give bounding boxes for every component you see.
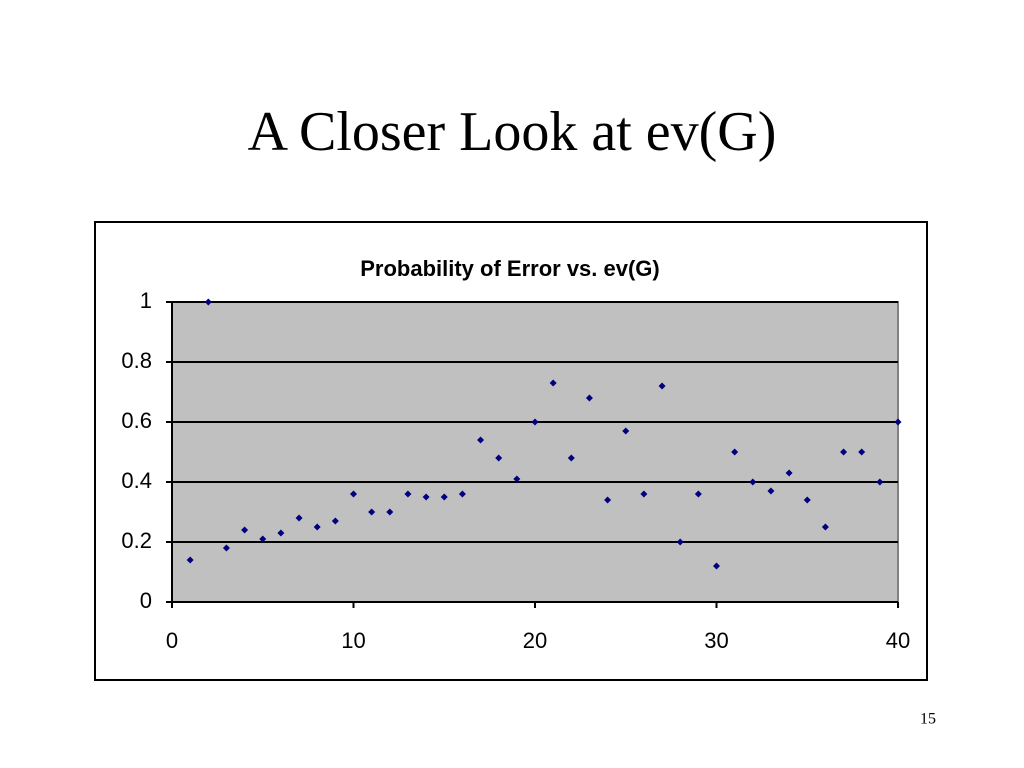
x-tick-label: 10 [341,628,365,653]
point [840,448,848,456]
y-tick-label: 0.6 [121,408,152,433]
point [313,523,321,531]
point [694,490,702,498]
point [549,379,557,387]
x-tick-label: 40 [886,628,910,653]
point [531,418,539,426]
plot-area [171,301,899,603]
point [331,517,339,525]
point [477,436,485,444]
point [458,490,466,498]
point [204,298,212,306]
point [894,418,902,426]
point [658,382,666,390]
point [404,490,412,498]
slide-title: A Closer Look at ev(G) [248,101,777,163]
point [222,544,230,552]
point [241,526,249,534]
point [567,454,575,462]
page-number: 15 [920,711,936,728]
point [186,556,194,564]
point [495,454,503,462]
x-tick-label: 20 [523,628,547,653]
point [513,475,521,483]
point [259,535,267,543]
point [422,493,430,501]
point [713,562,720,570]
point [640,490,648,498]
point [440,493,448,501]
point [821,523,829,531]
point [585,394,593,402]
point [368,508,376,516]
point [858,448,866,456]
point [676,538,684,546]
y-tick-label: 0.8 [121,348,152,373]
point [386,508,394,516]
point [876,478,884,486]
chart-title: Probability of Error vs. ev(G) [360,256,660,281]
x-tick-label: 30 [704,628,728,653]
x-tick-label: 0 [166,628,178,653]
point [622,427,630,435]
point [295,514,303,522]
y-tick-label: 0.4 [121,468,152,493]
point [604,496,612,504]
point [785,469,793,477]
point [767,487,775,495]
point [803,496,811,504]
point [350,490,357,498]
y-tick-label: 1 [140,288,152,313]
y-tick-label: 0.2 [121,528,152,553]
point [749,478,757,486]
point [731,448,739,456]
y-tick-label: 0 [140,588,152,613]
point [277,529,285,537]
